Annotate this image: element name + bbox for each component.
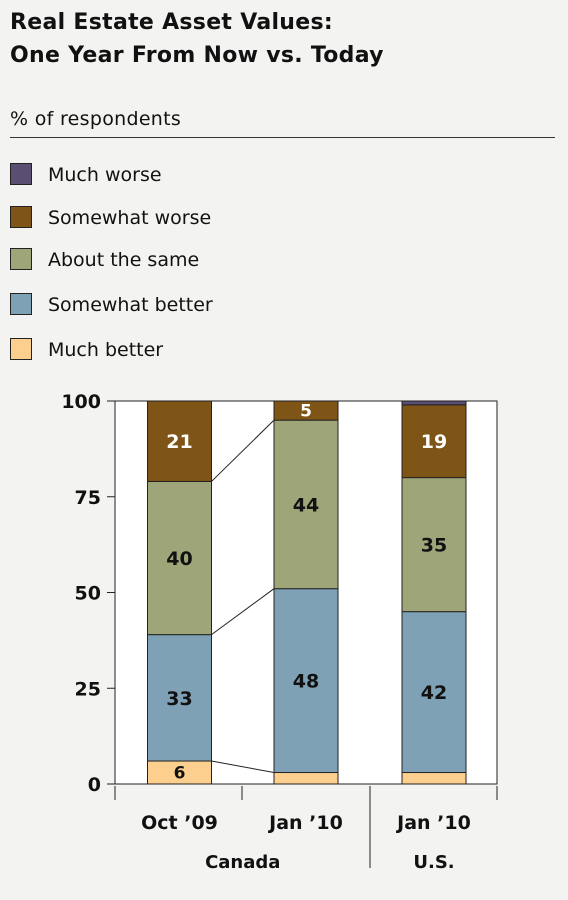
legend-swatch-much-worse	[10, 163, 32, 185]
data-label-1-much-better: 6	[174, 764, 186, 784]
y-tick-label-75: 75	[75, 487, 101, 509]
x-tick-label-2: Jan ’10	[267, 812, 343, 834]
legend-label-somewhat-worse: Somewhat worse	[48, 207, 212, 229]
connector-line-about-the-same	[211, 419, 275, 482]
data-label-1-somewhat-better: 33	[166, 688, 192, 710]
legend-label-about-the-same: About the same	[48, 249, 200, 271]
data-label-3-about-the-same: 35	[421, 535, 447, 557]
chart-title-line-1: Real Estate Asset Values:	[10, 10, 333, 35]
y-tick-label-50: 50	[75, 583, 101, 605]
chart-title-line-2: One Year From Now vs. Today	[10, 43, 384, 68]
x-tick-label-3: Jan ’10	[395, 812, 471, 834]
bar-1-about-the-same	[147, 480, 212, 636]
bar-2-somewhat-worse	[273, 400, 339, 421]
data-label-1-somewhat-worse: 21	[166, 431, 192, 453]
chart-title: Real Estate Asset Values: One Year From …	[10, 6, 384, 72]
bar-1-somewhat-better	[147, 634, 212, 762]
unit-label: % of respondents	[10, 108, 182, 130]
group-label-u-s: U.S.	[413, 852, 454, 873]
legend-label-much-worse: Much worse	[48, 164, 162, 186]
group-label-canada: Canada	[205, 852, 280, 873]
x-tick-label-1: Oct ’09	[141, 812, 218, 834]
y-tick-label-25: 25	[75, 678, 101, 700]
bar-3-much-better	[401, 772, 467, 785]
bar-3-much-worse	[401, 400, 467, 406]
stacked-bar-chart: 0 25 50 75 100 6 33 40 21 48 44 5 42 35 19 Oct ’09 Jan ’…	[61, 391, 498, 873]
legend-swatch-about-the-same	[10, 248, 32, 270]
bar-3-about-the-same	[401, 477, 467, 613]
connector-line-much-better	[211, 760, 275, 774]
header-divider	[10, 137, 555, 138]
legend-label-much-better: Much better	[48, 339, 164, 361]
data-label-3-somewhat-worse: 19	[421, 431, 447, 453]
y-tick-label-100: 100	[61, 391, 101, 413]
data-label-2-about-the-same: 44	[293, 494, 319, 516]
y-tick-label-0: 0	[88, 774, 101, 796]
data-label-2-somewhat-worse: 5	[300, 402, 312, 422]
legend-swatch-somewhat-worse	[10, 206, 32, 228]
legend-swatch-somewhat-better	[10, 293, 32, 315]
connector-line-somewhat-better	[211, 588, 275, 636]
legend-swatch-much-better	[10, 338, 32, 360]
data-label-1-about-the-same: 40	[166, 548, 192, 570]
data-label-2-somewhat-better: 48	[293, 671, 319, 693]
bar-1-somewhat-worse	[147, 400, 212, 482]
legend-label-somewhat-better: Somewhat better	[48, 294, 213, 316]
bar-2-somewhat-better	[273, 588, 339, 774]
bar-2-about-the-same	[273, 419, 339, 590]
data-label-3-somewhat-better: 42	[421, 682, 447, 704]
bar-2-much-better	[273, 772, 339, 785]
